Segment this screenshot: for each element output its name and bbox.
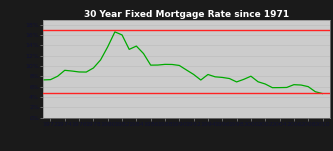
Title: 30 Year Fixed Mortgage Rate since 1971: 30 Year Fixed Mortgage Rate since 1971 bbox=[84, 10, 289, 19]
